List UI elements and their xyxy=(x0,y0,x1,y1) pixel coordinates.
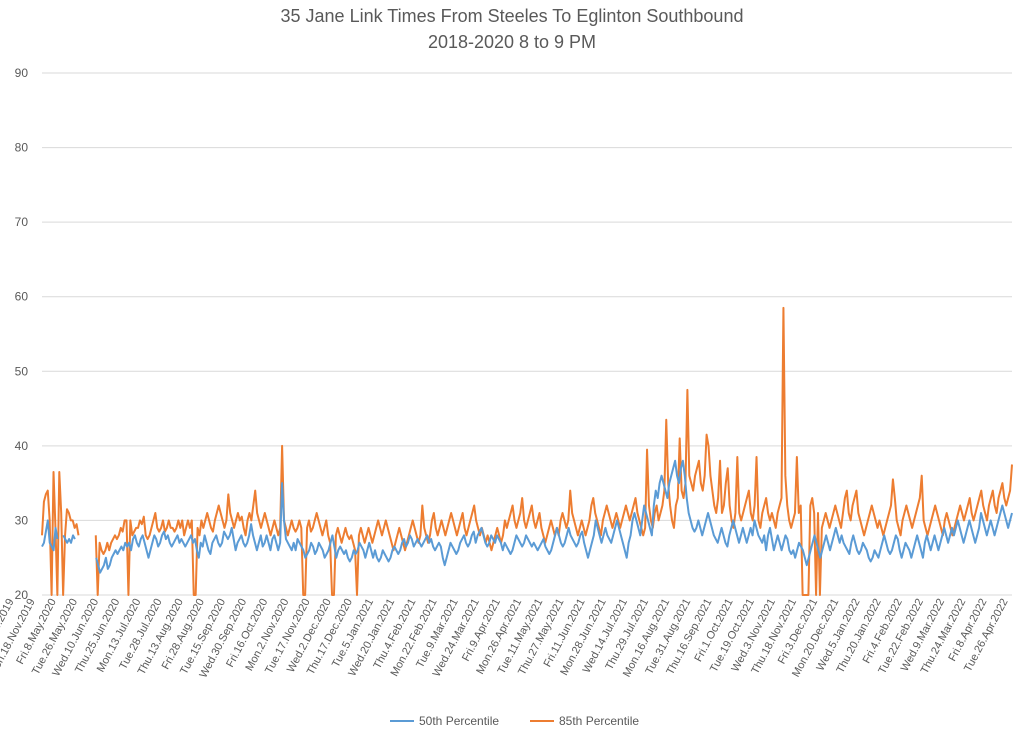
x-axis-tick-labels: Fri.1.Nov.2019Mon.18.Nov.2019Fri.8.May.2… xyxy=(0,597,1011,680)
grid-lines xyxy=(42,72,1012,596)
series-lines xyxy=(41,306,1013,596)
y-tick-label: 80 xyxy=(15,141,29,155)
y-tick-label: 50 xyxy=(15,364,29,378)
y-tick-label: 30 xyxy=(15,513,29,527)
y-tick-label: 40 xyxy=(15,439,29,453)
legend-item-50th-percentile: 50th Percentile xyxy=(390,714,499,728)
chart-subtitle: 2018-2020 8 to 9 PM xyxy=(427,32,597,52)
y-axis-tick-labels: 20 30 40 50 60 70 80 90 xyxy=(15,66,29,602)
y-tick-label: 20 xyxy=(15,588,29,602)
series-line-85th-percentile xyxy=(41,306,1013,596)
legend-label: 85th Percentile xyxy=(559,714,640,728)
chart-title: 35 Jane Link Times From Steeles To Eglin… xyxy=(280,6,744,26)
legend-swatch xyxy=(530,720,554,722)
legend: 50th Percentile 85th Percentile xyxy=(0,714,1024,734)
series-line-50th-percentile xyxy=(41,459,1013,574)
y-tick-label: 70 xyxy=(15,215,29,229)
legend-label: 50th Percentile xyxy=(419,714,500,728)
legend-swatch xyxy=(390,720,414,722)
y-tick-label: 90 xyxy=(15,66,29,80)
y-tick-label: 60 xyxy=(15,290,29,304)
chart-plot: 20 30 40 50 60 70 80 90 Fri.1.Nov.2019Mon.18.No… xyxy=(0,66,1013,680)
legend-item-85th-percentile: 85th Percentile xyxy=(530,714,639,728)
